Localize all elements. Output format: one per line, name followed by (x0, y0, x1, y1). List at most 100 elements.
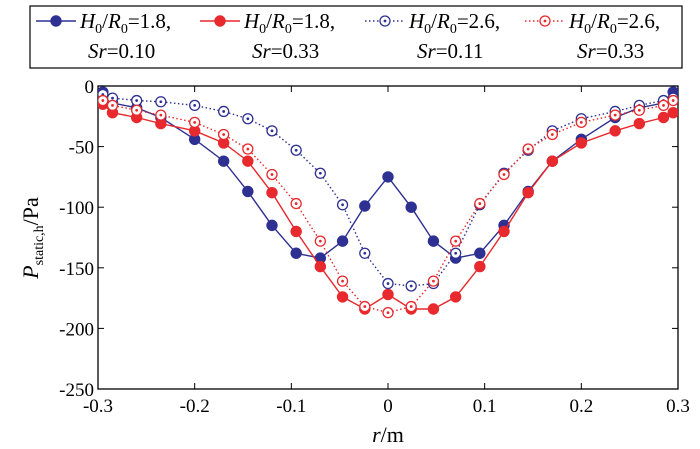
data-point (382, 277, 394, 290)
data-point (131, 94, 143, 107)
data-point (266, 125, 278, 137)
y-tick-label: -50 (69, 138, 94, 159)
legend: H0/R0=1.8,Sr=0.10H0/R0=1.8,Sr=0.33H0/R0=… (29, 5, 683, 69)
data-point (359, 300, 371, 313)
data-point (290, 225, 302, 238)
data-point (657, 99, 670, 112)
data-point (427, 303, 440, 315)
data-point (314, 235, 326, 247)
legend-label-line1: H0/R0=2.6, (408, 9, 500, 37)
plot-frame (97, 85, 679, 390)
data-point (405, 201, 417, 213)
data-point (359, 200, 371, 212)
data-point (575, 116, 587, 129)
data-point (546, 155, 559, 167)
data-point (155, 96, 167, 108)
data-point (266, 186, 278, 199)
legend-entry-2: H0/R0=1.8,Sr=0.33 (200, 9, 335, 63)
data-point (336, 275, 349, 287)
data-point (382, 288, 394, 301)
data-point (359, 247, 371, 259)
data-point (189, 99, 201, 112)
data-point (290, 247, 302, 259)
data-point (336, 199, 349, 211)
data-point (189, 116, 201, 129)
y-tick-label: -150 (59, 259, 94, 280)
y-tick-label: -250 (59, 380, 94, 401)
data-point (474, 197, 486, 210)
legend-swatch-marker (539, 15, 551, 27)
data-point (405, 300, 417, 313)
data-point (575, 137, 588, 149)
data-point (242, 155, 254, 167)
x-axis-label: r/m (372, 422, 404, 447)
data-point (667, 94, 678, 107)
data-point (450, 247, 462, 259)
data-point (450, 235, 462, 247)
data-point (314, 260, 327, 273)
data-point (546, 128, 558, 141)
data-point (217, 155, 230, 167)
y-axis-label: Pstatic,h/Pa (18, 197, 47, 280)
x-tick-label: 0 (383, 396, 393, 417)
data-point (290, 197, 302, 210)
data-point (405, 280, 417, 292)
legend-label-line2: Sr=0.33 (577, 39, 644, 63)
data-point (427, 235, 440, 247)
y-tick-label: 0 (85, 77, 95, 98)
legend-label-line1: H0/R0=2.6, (568, 9, 660, 37)
data-point (427, 275, 440, 287)
data-point (633, 104, 645, 116)
data-point (449, 291, 462, 303)
y-tick-label: -100 (59, 198, 94, 219)
data-point (498, 225, 510, 238)
legend-label-line2: Sr=0.33 (252, 39, 319, 63)
data-point (218, 105, 230, 118)
data-point (98, 94, 109, 107)
legend-entry-3: H0/R0=2.6,Sr=0.11 (365, 9, 500, 63)
data-point (336, 235, 349, 247)
data-point (266, 219, 278, 232)
data-point (242, 185, 254, 198)
data-point (474, 247, 486, 259)
x-tick-label: -0.1 (276, 396, 306, 417)
data-point (667, 106, 678, 119)
data-point (155, 109, 167, 121)
axis-ticks: -0.3 -0.2 -0.1 0 0.1 0.2 0.3 0 -50 -100 -150 -200 -2… (59, 77, 690, 417)
legend-entry-1: H0/R0=1.8,Sr=0.10 (36, 9, 171, 63)
legend-label-line1: H0/R0=1.8, (243, 9, 335, 37)
data-point (218, 128, 230, 141)
data-point (382, 306, 394, 319)
x-tick-label: 0.2 (569, 396, 593, 417)
data-point (382, 171, 394, 183)
data-point (290, 144, 302, 156)
legend-swatch-marker (50, 15, 62, 27)
data-point (657, 111, 670, 124)
legend-entry-4: H0/R0=2.6,Sr=0.33 (525, 9, 660, 63)
x-tick-label: 0.3 (666, 396, 690, 417)
data-point (106, 99, 119, 112)
x-tick-label: -0.2 (180, 396, 210, 417)
data-point (336, 291, 349, 303)
y-tick-label: -200 (59, 319, 94, 340)
data-point (266, 168, 278, 181)
data-point (522, 143, 534, 155)
data-point (522, 186, 534, 199)
x-tick-label: -0.3 (83, 396, 113, 417)
x-tick-label: 0.1 (473, 396, 497, 417)
data-point (633, 117, 646, 130)
data-point (609, 109, 621, 121)
series-group (98, 86, 678, 319)
legend-label-line1: H0/R0=1.8, (79, 9, 171, 37)
data-point (242, 143, 254, 155)
legend-swatch-marker (214, 15, 226, 27)
series-line-3 (102, 93, 674, 287)
data-point (314, 167, 326, 179)
legend-label-line2: Sr=0.11 (417, 39, 484, 63)
legend-swatch-marker (379, 15, 391, 27)
data-point (609, 125, 621, 137)
legend-label-line2: Sr=0.10 (88, 39, 155, 63)
data-point (131, 104, 143, 116)
data-point (242, 113, 254, 125)
